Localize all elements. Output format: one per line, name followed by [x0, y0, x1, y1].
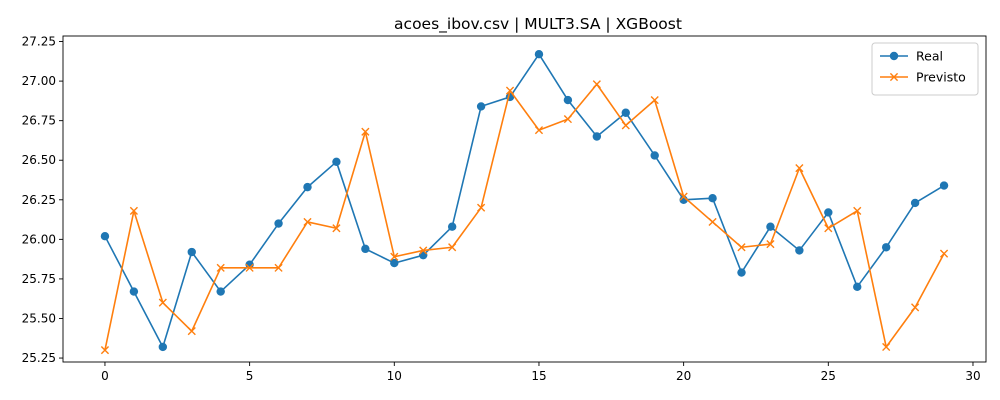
data-point: [621, 108, 630, 117]
data-point: [621, 121, 630, 130]
data-point: [534, 126, 544, 135]
data-point: [911, 303, 920, 312]
legend-item: Real: [880, 49, 943, 64]
y-tick-label: 26.25: [22, 193, 56, 207]
x-tick-label: 0: [101, 369, 109, 383]
data-point: [910, 198, 920, 208]
data-point: [100, 231, 110, 241]
x-tick-label: 30: [965, 369, 980, 383]
chart-title: acoes_ibov.csv | MULT3.SA | XGBoost: [394, 15, 682, 34]
data-point: [476, 102, 486, 111]
y-tick-label: 26.50: [22, 153, 56, 167]
series-previsto: [100, 80, 949, 355]
data-point: [563, 114, 572, 124]
data-point: [216, 263, 225, 272]
data-point: [361, 127, 370, 136]
data-point: [592, 132, 602, 141]
data-point: [448, 243, 457, 252]
data-point: [390, 258, 399, 268]
data-point: [708, 217, 717, 227]
data-point: [853, 282, 862, 292]
data-point: [795, 164, 804, 173]
data-point: [303, 217, 312, 227]
data-point: [737, 268, 746, 277]
data-point: [882, 342, 891, 352]
legend-marker: [889, 51, 899, 61]
data-point: [187, 247, 196, 257]
data-point: [158, 298, 167, 307]
data-point: [216, 287, 225, 296]
data-point: [245, 263, 254, 272]
data-point: [766, 222, 775, 231]
data-point: [361, 244, 370, 254]
data-point: [447, 222, 457, 231]
data-point: [100, 346, 110, 355]
legend-item: Previsto: [880, 70, 966, 85]
legend-label: Real: [916, 49, 943, 64]
data-point: [505, 86, 515, 95]
data-point: [766, 240, 775, 249]
data-point: [592, 80, 601, 89]
y-tick-label: 27.00: [22, 74, 56, 88]
data-point: [679, 192, 688, 201]
y-tick-label: 25.25: [22, 351, 56, 365]
data-point: [332, 224, 341, 233]
data-point: [129, 206, 138, 215]
data-point: [332, 157, 341, 167]
data-point: [274, 263, 283, 272]
data-point: [303, 182, 312, 192]
legend-label: Previsto: [916, 70, 966, 85]
data-point: [650, 151, 659, 160]
y-tick-label: 26.00: [22, 232, 56, 246]
y-tick-label: 26.75: [22, 114, 56, 128]
data-point: [534, 49, 544, 59]
x-tick-label: 20: [676, 369, 691, 383]
y-tick-label: 25.50: [22, 311, 56, 325]
plot-area: [62, 35, 987, 363]
data-point: [419, 250, 428, 260]
data-point: [158, 342, 168, 352]
data-point: [419, 246, 428, 255]
data-point: [708, 194, 717, 203]
plot-frame: [62, 35, 987, 363]
legend-marker: [889, 72, 899, 82]
data-point: [824, 208, 833, 217]
data-point: [390, 252, 399, 261]
x-tick-label: 5: [246, 369, 254, 383]
data-point: [187, 327, 196, 336]
data-point: [881, 243, 891, 252]
x-tick-label: 25: [821, 369, 836, 383]
data-point: [650, 95, 659, 105]
x-tick-label: 15: [531, 369, 546, 383]
x-tick-label: 10: [387, 369, 402, 383]
axes: 0 5 10 15 20 25 30 25.25 25.50 25.75 26.00 26.25 26.…: [22, 35, 981, 383]
y-tick-label: 25.75: [22, 272, 56, 286]
data-point: [245, 260, 254, 269]
data-point: [853, 206, 862, 215]
data-point: [274, 219, 283, 228]
data-point: [563, 95, 573, 105]
data-point: [795, 246, 804, 255]
series-layer: [100, 49, 949, 355]
series-line: [104, 83, 945, 351]
y-tick-label: 27.25: [22, 35, 56, 49]
data-point: [737, 243, 746, 252]
series-line: [104, 53, 945, 348]
data-point: [824, 224, 833, 233]
legend: Real Previsto: [871, 42, 979, 96]
data-point: [939, 249, 949, 258]
data-point: [129, 287, 139, 296]
data-point: [477, 203, 486, 212]
data-point: [939, 181, 949, 190]
series-real: [100, 49, 949, 352]
